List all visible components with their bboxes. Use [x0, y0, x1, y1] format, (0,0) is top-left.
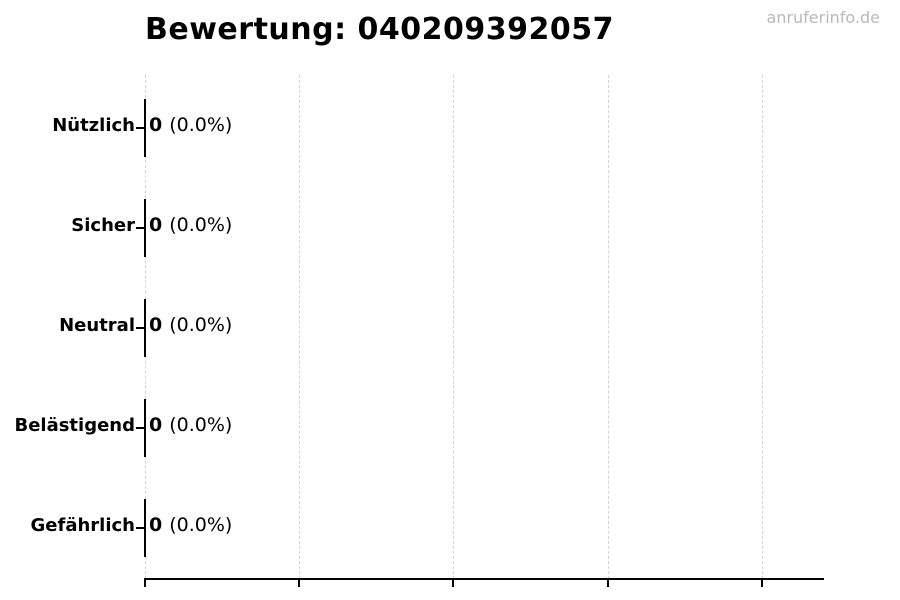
bar-row: Sicher 0 (0.0%) — [0, 198, 900, 258]
category-label: Belästigend — [14, 415, 135, 436]
category-label: Neutral — [59, 315, 135, 336]
value-label: 0 (0.0%) — [149, 514, 232, 536]
value-percent: (0.0%) — [169, 314, 233, 336]
x-axis-tick — [607, 580, 609, 587]
value-label: 0 (0.0%) — [149, 414, 232, 436]
value-count: 0 — [149, 214, 163, 236]
value-percent: (0.0%) — [169, 514, 233, 536]
y-axis-tick — [136, 227, 144, 229]
gridline — [453, 75, 454, 579]
zero-width-bar — [144, 299, 146, 357]
value-count: 0 — [149, 514, 163, 536]
zero-width-bar — [144, 199, 146, 257]
value-label: 0 (0.0%) — [149, 214, 232, 236]
bar-row: Gefährlich 0 (0.0%) — [0, 498, 900, 558]
category-label: Nützlich — [52, 115, 135, 136]
y-axis-tick — [136, 327, 144, 329]
bar-row: Neutral 0 (0.0%) — [0, 298, 900, 358]
chart-title: Bewertung: 040209392057 — [145, 12, 615, 47]
value-percent: (0.0%) — [169, 414, 233, 436]
y-axis-tick — [136, 427, 144, 429]
y-axis-tick — [136, 127, 144, 129]
x-axis-tick — [298, 580, 300, 587]
value-percent: (0.0%) — [169, 214, 233, 236]
x-axis-line — [144, 578, 824, 580]
gridline — [762, 75, 763, 579]
gridline — [608, 75, 609, 579]
y-axis-tick — [136, 527, 144, 529]
zero-width-bar — [144, 99, 146, 157]
bar-row: Belästigend 0 (0.0%) — [0, 398, 900, 458]
value-count: 0 — [149, 414, 163, 436]
watermark-text: anruferinfo.de — [766, 8, 880, 27]
value-percent: (0.0%) — [169, 114, 233, 136]
x-axis-tick — [144, 580, 146, 587]
zero-width-bar — [144, 399, 146, 457]
x-axis-tick — [452, 580, 454, 587]
zero-width-bar — [144, 499, 146, 557]
value-count: 0 — [149, 114, 163, 136]
x-axis-tick — [761, 580, 763, 587]
category-label: Gefährlich — [30, 515, 135, 536]
gridline — [299, 75, 300, 579]
value-label: 0 (0.0%) — [149, 314, 232, 336]
category-label: Sicher — [71, 215, 135, 236]
value-count: 0 — [149, 314, 163, 336]
value-label: 0 (0.0%) — [149, 114, 232, 136]
bar-row: Nützlich 0 (0.0%) — [0, 98, 900, 158]
